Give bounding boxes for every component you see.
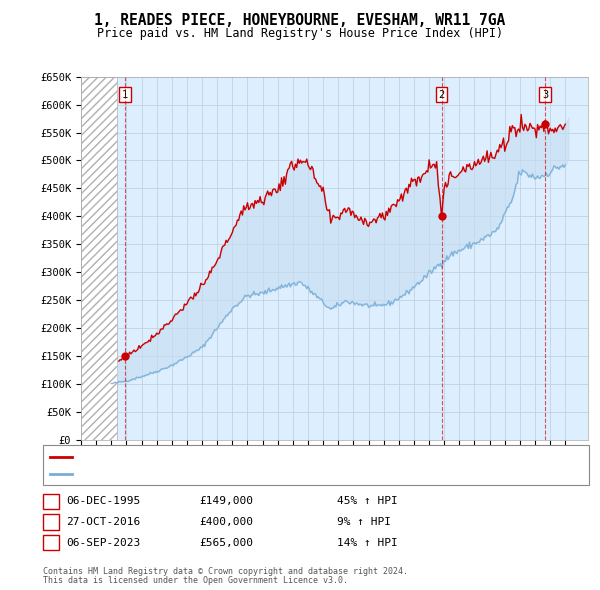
Text: 2: 2	[47, 517, 55, 527]
Text: £149,000: £149,000	[199, 496, 253, 506]
Text: £400,000: £400,000	[199, 517, 253, 527]
Text: £565,000: £565,000	[199, 537, 253, 548]
Text: 2: 2	[439, 90, 445, 100]
Bar	[81, 77, 118, 440]
Text: 1: 1	[122, 90, 128, 100]
Text: 9% ↑ HPI: 9% ↑ HPI	[337, 517, 391, 527]
Text: 45% ↑ HPI: 45% ↑ HPI	[337, 496, 398, 506]
Text: 06-SEP-2023: 06-SEP-2023	[66, 537, 140, 548]
Text: Contains HM Land Registry data © Crown copyright and database right 2024.: Contains HM Land Registry data © Crown c…	[43, 568, 408, 576]
Text: 06-DEC-1995: 06-DEC-1995	[66, 496, 140, 506]
Text: 3: 3	[542, 90, 548, 100]
Text: HPI: Average price, detached house, Wychavon: HPI: Average price, detached house, Wych…	[76, 470, 334, 479]
Text: 27-OCT-2016: 27-OCT-2016	[66, 517, 140, 527]
Text: 14% ↑ HPI: 14% ↑ HPI	[337, 537, 398, 548]
Text: 1, READES PIECE, HONEYBOURNE, EVESHAM, WR11 7GA: 1, READES PIECE, HONEYBOURNE, EVESHAM, W…	[94, 13, 506, 28]
Text: Price paid vs. HM Land Registry's House Price Index (HPI): Price paid vs. HM Land Registry's House …	[97, 27, 503, 40]
Text: 3: 3	[47, 537, 55, 548]
Text: 1, READES PIECE, HONEYBOURNE, EVESHAM, WR11 7GA (detached house): 1, READES PIECE, HONEYBOURNE, EVESHAM, W…	[76, 452, 452, 461]
Text: This data is licensed under the Open Government Licence v3.0.: This data is licensed under the Open Gov…	[43, 576, 348, 585]
Text: 1: 1	[47, 496, 55, 506]
